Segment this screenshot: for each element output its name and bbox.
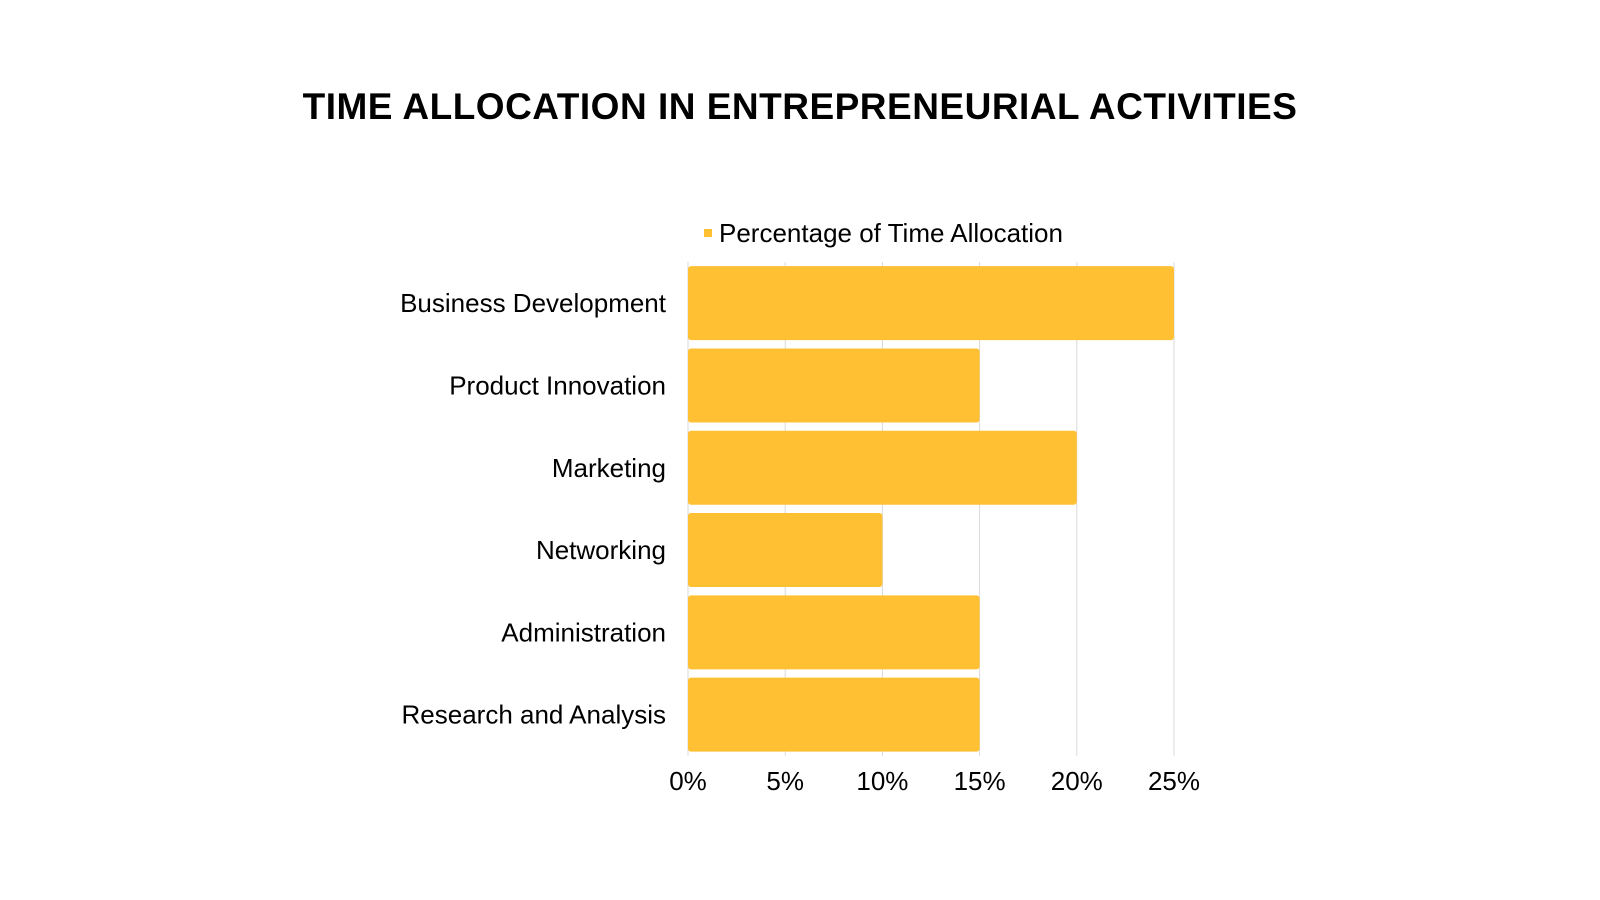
category-labels: Business Development Product Innovation Ma… bbox=[400, 288, 667, 730]
x-axis-tick-labels: 0% 5% 10% 15% 20% 25% bbox=[669, 766, 1200, 796]
bars bbox=[688, 266, 1174, 752]
legend-swatch bbox=[704, 229, 712, 237]
chart-title: TIME ALLOCATION IN ENTREPRENEURIAL ACTIV… bbox=[302, 86, 1298, 127]
category-label: Marketing bbox=[552, 453, 666, 483]
bar bbox=[688, 430, 1077, 505]
legend: Percentage of Time Allocation bbox=[704, 218, 1063, 248]
bar bbox=[688, 595, 980, 670]
category-label: Product Innovation bbox=[449, 370, 666, 400]
x-tick-label: 0% bbox=[669, 766, 707, 796]
category-label: Networking bbox=[536, 535, 666, 565]
x-tick-label: 20% bbox=[1051, 766, 1103, 796]
category-label: Administration bbox=[501, 617, 666, 647]
gridlines bbox=[687, 262, 1175, 756]
x-tick-label: 25% bbox=[1148, 766, 1200, 796]
bar bbox=[688, 266, 1174, 341]
category-label: Research and Analysis bbox=[402, 700, 666, 730]
x-tick-label: 5% bbox=[766, 766, 804, 796]
bar bbox=[688, 513, 883, 588]
x-tick-label: 10% bbox=[856, 766, 908, 796]
legend-label: Percentage of Time Allocation bbox=[719, 218, 1063, 248]
category-label: Business Development bbox=[400, 288, 667, 318]
bar bbox=[688, 348, 980, 423]
bar bbox=[688, 677, 980, 752]
x-tick-label: 15% bbox=[954, 766, 1006, 796]
